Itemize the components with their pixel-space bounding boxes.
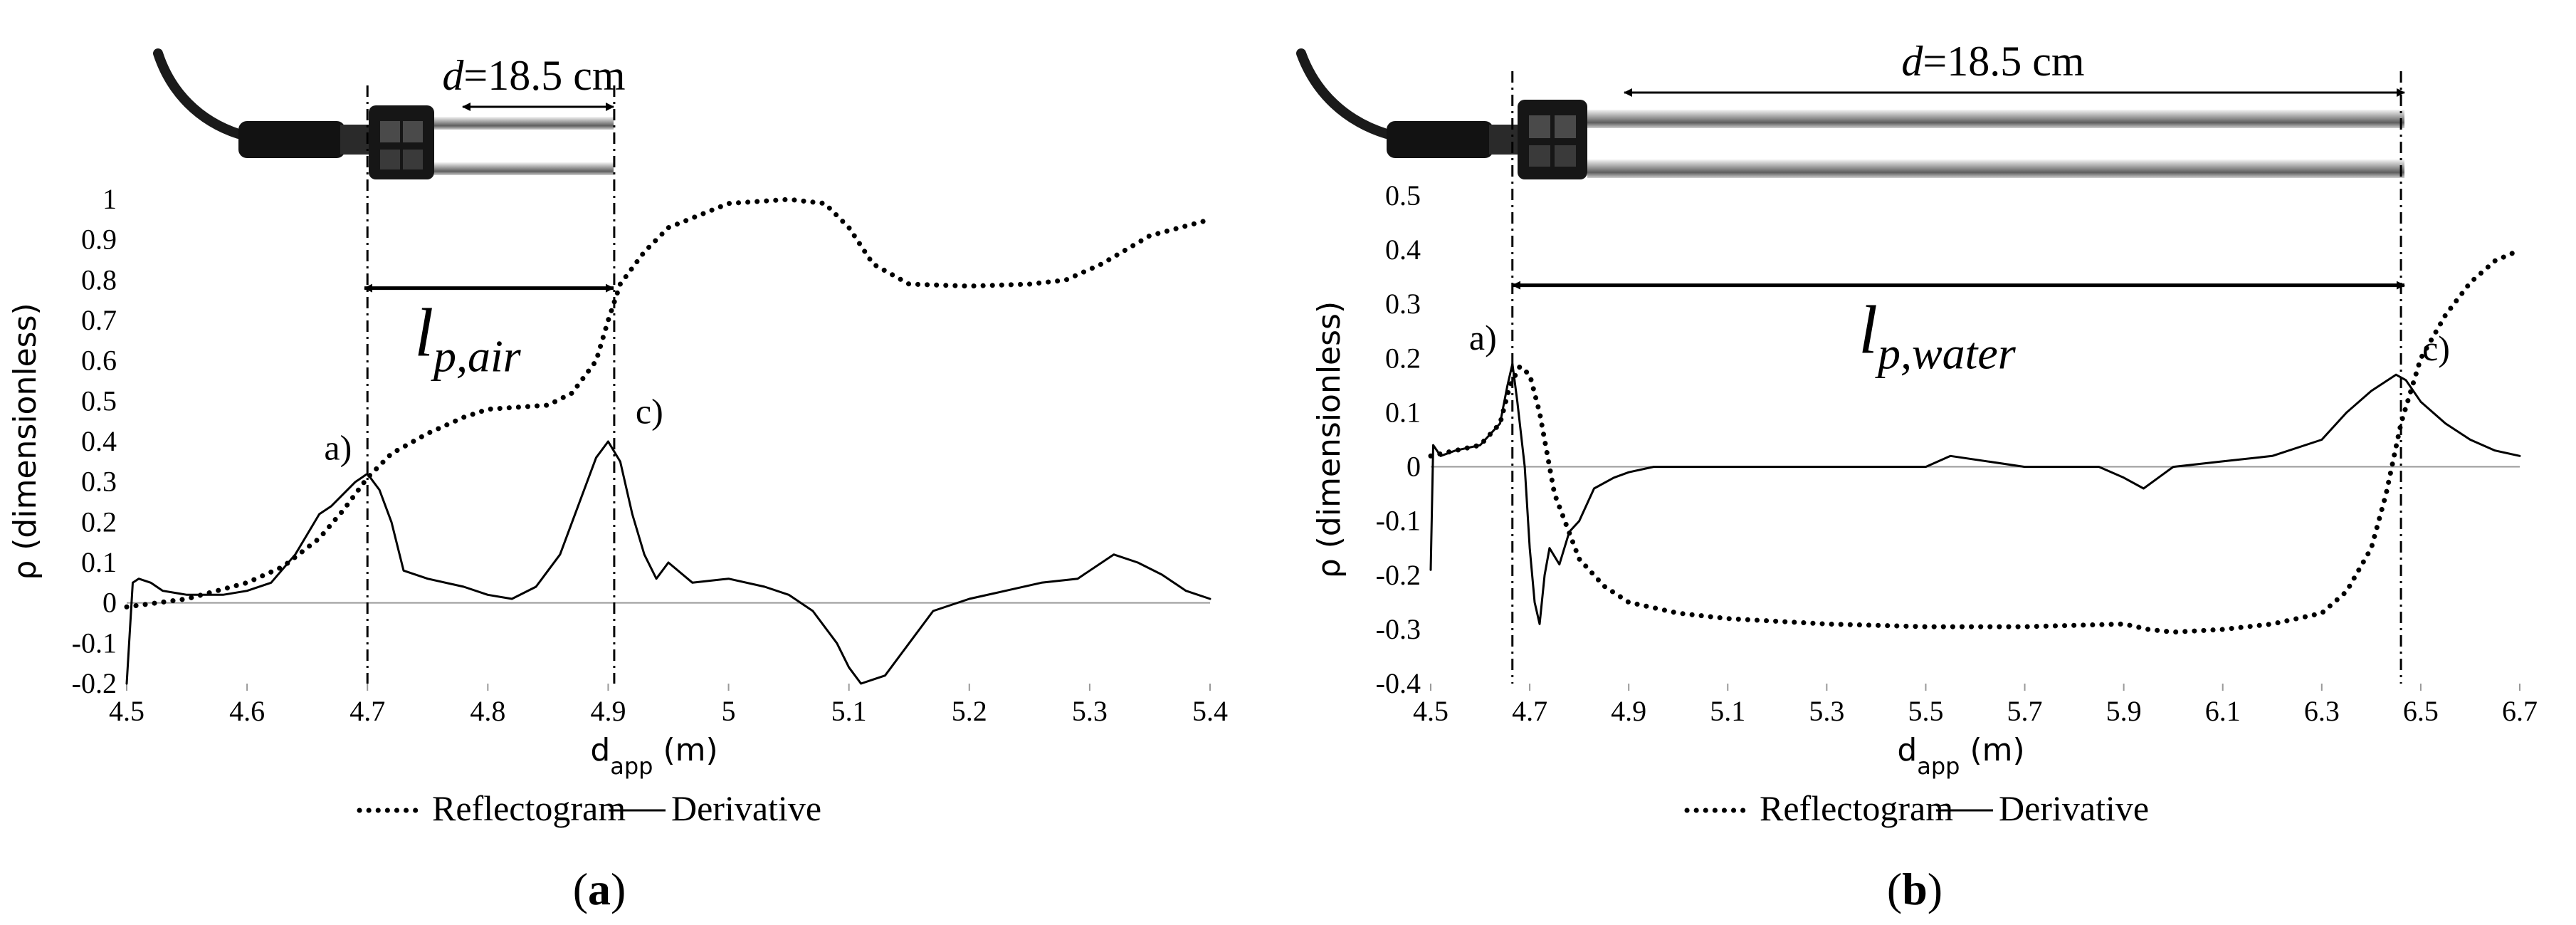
pb-ytick-label: 0.5: [1385, 179, 1421, 211]
pb-annotation: c): [2422, 328, 2450, 368]
pa-annotation: a): [324, 427, 352, 467]
pa-xtick-label: 5: [722, 695, 736, 727]
plot-b: -0.4 -0.3 -0.2 -0.1 0 0.1 0.2 0.3 0.4 0.5 4.5 4.7 4.…: [1311, 38, 2538, 828]
pa-xtick-label: 5.2: [952, 695, 987, 727]
pb-series-derivative: [1429, 362, 2521, 625]
pb-legend-derivative: Derivative: [1999, 788, 2149, 828]
pa-ytick-label: 0: [102, 587, 117, 619]
pb-ytick-label: -0.4: [1376, 667, 1421, 699]
probe-image-b: [1296, 48, 2404, 179]
pb-ylabel: ρ (dimensionless): [1311, 301, 1347, 578]
panel-b: -0.4 -0.3 -0.2 -0.1 0 0.1 0.2 0.3 0.4 0.5 4.5 4.7 4.…: [1296, 38, 2538, 914]
pb-ytick-label: 0.4: [1385, 234, 1421, 266]
panel-caption-a: (a): [573, 864, 626, 914]
pa-xtick-label: 4.9: [590, 695, 626, 727]
pb-xtick-label: 4.5: [1413, 695, 1449, 727]
pb-ytick-label: 0.3: [1385, 288, 1421, 320]
pa-xtick-label: 4.8: [470, 695, 505, 727]
pa-ytick-label: 0.7: [81, 304, 117, 336]
pb-xtick-label: 4.7: [1512, 695, 1547, 727]
pb-xtick-label: 6.1: [2205, 695, 2241, 727]
pa-xtick-label: 5.4: [1192, 695, 1228, 727]
pa-xtick-label: 5.3: [1072, 695, 1108, 727]
pb-xtick-label: 5.1: [1710, 695, 1745, 727]
pb-ytick-label: -0.1: [1376, 505, 1421, 537]
pa-ytick-label: 0.9: [81, 224, 117, 256]
panel-caption-letter-b: b: [1902, 864, 1928, 914]
pa-xlabel: dapp (m): [590, 732, 717, 780]
pb-xtick-label: 5.5: [1908, 695, 1943, 727]
pb-annotation: a): [1469, 318, 1497, 357]
pa-ytick-label: -0.1: [72, 627, 117, 659]
pa-xtick-label: 4.6: [229, 695, 265, 727]
pa-lp-label: lp,air: [414, 295, 521, 382]
panel-a: -0.2 -0.1 0 0.1 0.2 0.3 0.4 0.5 0.6 0.7 0.8 0.9 1 4.5…: [7, 48, 1228, 914]
pa-xtick-label: 5.1: [831, 695, 867, 727]
pa-ytick-label: 0.4: [81, 425, 117, 457]
pa-ytick-label: 0.1: [81, 546, 117, 578]
pb-xtick-label: 6.5: [2403, 695, 2439, 727]
pb-ytick-label: -0.3: [1376, 613, 1421, 645]
pa-xtick-label: 4.7: [349, 695, 385, 727]
pa-ytick-label: 0.5: [81, 385, 117, 417]
pb-xtick-label: 5.7: [2007, 695, 2043, 727]
pa-legend-derivative: Derivative: [671, 788, 821, 828]
pa-ytick-label: 0.8: [81, 263, 117, 296]
pb-ytick-label: -0.2: [1376, 559, 1421, 591]
pa-ytick-label: 1: [102, 183, 117, 215]
plot-a: -0.2 -0.1 0 0.1 0.2 0.3 0.4 0.5 0.6 0.7 0.8 0.9 1 4.5…: [7, 52, 1228, 828]
pb-lp-label: lp,water: [1859, 292, 2017, 379]
pb-probe-length-label: d=18.5 cm: [1901, 38, 2084, 85]
pa-ytick-label: 0.2: [81, 506, 117, 538]
pa-probe-length-label: d=18.5 cm: [442, 52, 625, 99]
probe-image-a: [153, 48, 614, 179]
pa-ytick-label: 0.6: [81, 345, 117, 377]
pa-ytick-label: -0.2: [72, 667, 117, 699]
pa-ytick-label: 0.3: [81, 466, 117, 498]
pa-annotation: c): [636, 391, 663, 431]
pa-legend-reflectogram: Reflectogram: [432, 788, 626, 828]
pb-xtick-label: 6.7: [2502, 695, 2538, 727]
panel-caption-b: (b): [1887, 864, 1942, 914]
pb-legend-reflectogram: Reflectogram: [1760, 788, 1953, 828]
pb-xlabel: dapp (m): [1897, 732, 2024, 780]
pb-ytick-label: 0: [1407, 451, 1421, 483]
pb-xtick-label: 5.3: [1809, 695, 1844, 727]
pa-xtick-label: 4.5: [109, 695, 144, 727]
pa-ylabel: ρ (dimensionless): [7, 303, 43, 580]
pb-xtick-label: 6.3: [2304, 695, 2340, 727]
panel-caption-letter-a: a: [588, 864, 611, 914]
pa-series-derivative: [125, 440, 1211, 685]
pb-ytick-label: 0.2: [1385, 342, 1421, 374]
pa-series-reflectogram: [124, 197, 1213, 610]
pb-xtick-label: 4.9: [1611, 695, 1646, 727]
pb-series-reflectogram: [1428, 247, 2523, 635]
pb-ytick-label: 0.1: [1385, 396, 1421, 428]
pb-xtick-label: 5.9: [2106, 695, 2142, 727]
